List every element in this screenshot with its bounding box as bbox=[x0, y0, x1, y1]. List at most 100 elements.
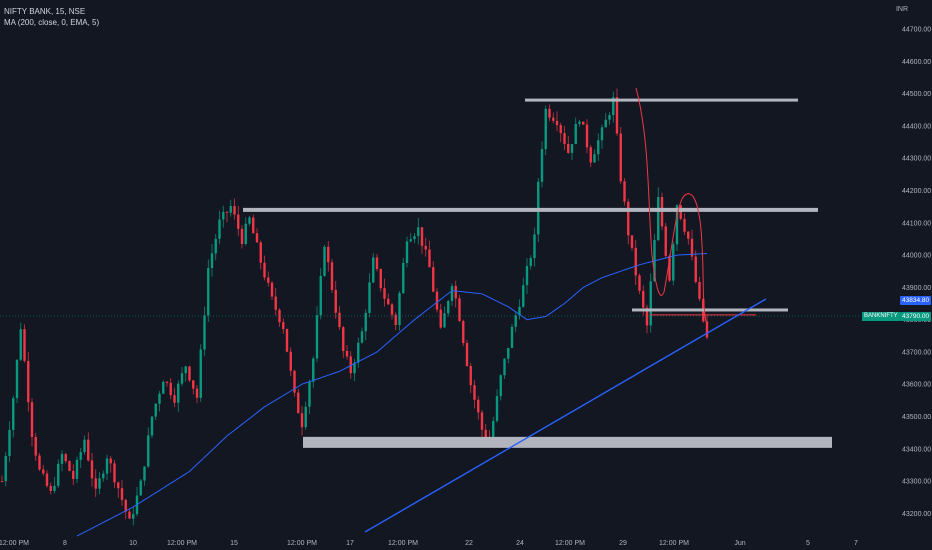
candle-body bbox=[162, 381, 165, 394]
candle-body bbox=[473, 385, 476, 400]
candle-body bbox=[139, 480, 142, 496]
candle-body bbox=[649, 281, 652, 326]
candle-body bbox=[360, 331, 364, 343]
candle-body bbox=[327, 246, 330, 263]
candle-body bbox=[540, 149, 544, 182]
candle-body bbox=[34, 436, 37, 456]
candle-body bbox=[683, 218, 686, 232]
candle-body bbox=[615, 97, 619, 134]
candle-body bbox=[319, 275, 322, 316]
current-price-tag: 43790.00 bbox=[900, 311, 932, 321]
candle-body bbox=[417, 227, 420, 237]
candle-body bbox=[225, 211, 229, 213]
x-tick-label: 8 bbox=[63, 540, 67, 547]
candle-body bbox=[94, 478, 97, 489]
candle-body bbox=[222, 211, 225, 220]
candle-body bbox=[555, 120, 559, 126]
candle-body bbox=[544, 108, 547, 150]
candle-body bbox=[120, 488, 124, 500]
candle-body bbox=[87, 439, 90, 461]
candle-body bbox=[585, 124, 589, 148]
y-tick-label: 44100.00 bbox=[902, 220, 931, 227]
candle-body bbox=[180, 373, 184, 384]
candle-body bbox=[375, 257, 379, 269]
x-tick-label: 12:00 PM bbox=[659, 540, 689, 547]
x-tick-label: 12:00 PM bbox=[555, 540, 585, 547]
candle-body bbox=[443, 313, 446, 328]
support-zone-low bbox=[303, 436, 832, 448]
candle-body bbox=[563, 133, 566, 144]
candle-body bbox=[4, 456, 7, 482]
candle-body bbox=[79, 452, 82, 460]
candle-body bbox=[195, 388, 199, 398]
candle-body bbox=[420, 227, 424, 246]
y-tick-label: 43900.00 bbox=[902, 285, 931, 292]
y-tick-label: 44600.00 bbox=[902, 59, 931, 66]
x-tick-label: 17 bbox=[346, 540, 354, 547]
candle-body bbox=[68, 461, 71, 471]
candle-body bbox=[255, 233, 259, 243]
candle-body bbox=[465, 343, 469, 367]
candle-body bbox=[432, 267, 435, 292]
x-tick-label: 12:00 PM bbox=[0, 540, 29, 547]
candle-body bbox=[244, 223, 247, 245]
candle-body bbox=[368, 282, 371, 313]
candle-body bbox=[117, 482, 120, 489]
candle-body bbox=[304, 406, 307, 428]
candle-body bbox=[102, 473, 105, 479]
y-tick-label: 44700.00 bbox=[902, 27, 931, 34]
candle-body bbox=[109, 458, 112, 464]
candle-body bbox=[398, 293, 401, 326]
candle-body bbox=[19, 329, 22, 360]
candle-body bbox=[559, 125, 562, 134]
candle-body bbox=[15, 359, 19, 399]
candle-body bbox=[424, 245, 427, 250]
candle-body bbox=[589, 147, 592, 163]
symbol-label[interactable]: NIFTY BANK, 15, NSE bbox=[4, 7, 86, 16]
candle-body bbox=[604, 119, 607, 128]
y-tick-label: 43800.00 bbox=[902, 317, 931, 324]
candle-body bbox=[450, 285, 454, 302]
candle-body bbox=[705, 321, 709, 338]
candle-body bbox=[578, 121, 581, 124]
candle-body bbox=[492, 420, 495, 443]
candle-body bbox=[514, 315, 517, 327]
y-tick-label: 43600.00 bbox=[902, 382, 931, 389]
currency-label: INR bbox=[895, 6, 908, 13]
candle-body bbox=[147, 435, 150, 467]
candle-body bbox=[338, 312, 341, 328]
candle-body bbox=[447, 301, 450, 314]
candle-body bbox=[574, 123, 577, 145]
candle-body bbox=[510, 326, 514, 348]
candle-body bbox=[495, 396, 499, 421]
indicator-label[interactable]: MA (200, close, 0, EMA, 5) bbox=[4, 18, 100, 27]
candle-body bbox=[435, 291, 439, 310]
candle-body bbox=[30, 402, 34, 437]
x-tick-label: 5 bbox=[806, 540, 810, 547]
candle-body bbox=[252, 217, 255, 234]
x-tick-label: 12:00 PM bbox=[388, 540, 418, 547]
candle-body bbox=[383, 288, 386, 299]
candle-body bbox=[518, 306, 521, 316]
candle-body bbox=[668, 255, 671, 281]
candle-body bbox=[364, 312, 367, 332]
y-tick-label: 43700.00 bbox=[902, 349, 931, 356]
candle-body bbox=[263, 262, 266, 278]
candle-body bbox=[300, 413, 304, 428]
symbol-price-tag-label: BANKNIFTY bbox=[862, 311, 900, 321]
candle-body bbox=[240, 228, 244, 245]
candle-body bbox=[188, 366, 191, 381]
candle-body bbox=[105, 458, 109, 474]
y-tick-label: 43300.00 bbox=[902, 479, 931, 486]
candle-body bbox=[83, 439, 86, 453]
candle-body bbox=[323, 246, 326, 276]
y-tick-label: 44400.00 bbox=[902, 123, 931, 130]
candle-body bbox=[38, 455, 41, 470]
candle-body bbox=[42, 469, 45, 474]
candle-body bbox=[214, 238, 217, 254]
candle-body bbox=[165, 381, 169, 383]
candle-body bbox=[98, 478, 101, 489]
candle-body bbox=[480, 412, 484, 430]
candle-body bbox=[169, 382, 172, 396]
